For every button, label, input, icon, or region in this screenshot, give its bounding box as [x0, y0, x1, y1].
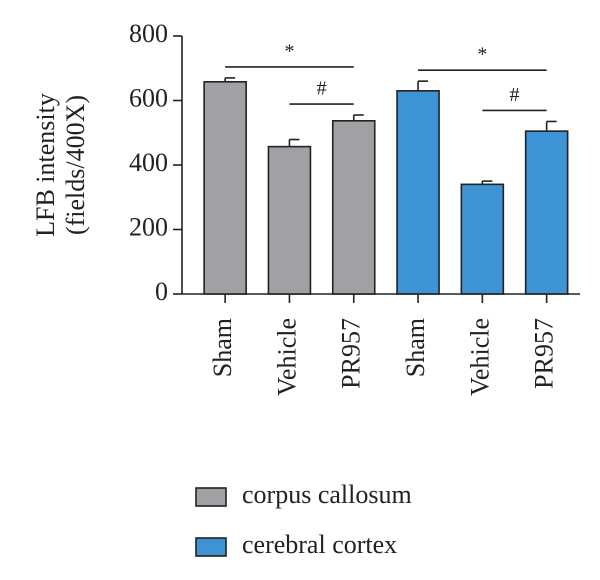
- bar: [460, 183, 505, 295]
- y-label-line: (fields/400X): [61, 95, 90, 235]
- bar: [267, 145, 312, 295]
- significance-label: #: [317, 78, 327, 100]
- x-tick-label: PR957: [530, 318, 559, 389]
- y-tick-label: 600: [129, 83, 168, 112]
- legend-swatch: [195, 487, 227, 507]
- bar: [396, 90, 440, 295]
- y-axis-title: LFB intensity (fields/400X): [31, 93, 90, 237]
- bar: [331, 120, 376, 295]
- x-tick-label: PR957: [337, 318, 366, 389]
- legend-swatch: [195, 537, 227, 557]
- bar: [203, 80, 247, 295]
- x-tick-label: Sham: [208, 318, 237, 377]
- x-tick-label: Vehicle: [465, 318, 494, 396]
- y-tick-label: 200: [129, 212, 168, 241]
- x-tick-label: Vehicle: [272, 318, 301, 396]
- significance-label: *: [477, 44, 487, 66]
- y-tick-label: 0: [155, 277, 168, 306]
- legend-label: corpus callosum: [242, 480, 412, 509]
- x-tick-label: Sham: [401, 318, 430, 377]
- y-tick-label: 800: [129, 19, 168, 48]
- legend-label: cerebral cortex: [242, 530, 397, 559]
- bar: [524, 130, 569, 295]
- y-tick-label: 400: [129, 148, 168, 177]
- significance-label: #: [510, 84, 520, 106]
- significance-label: *: [284, 41, 294, 63]
- y-label-line: LFB intensity: [31, 93, 60, 237]
